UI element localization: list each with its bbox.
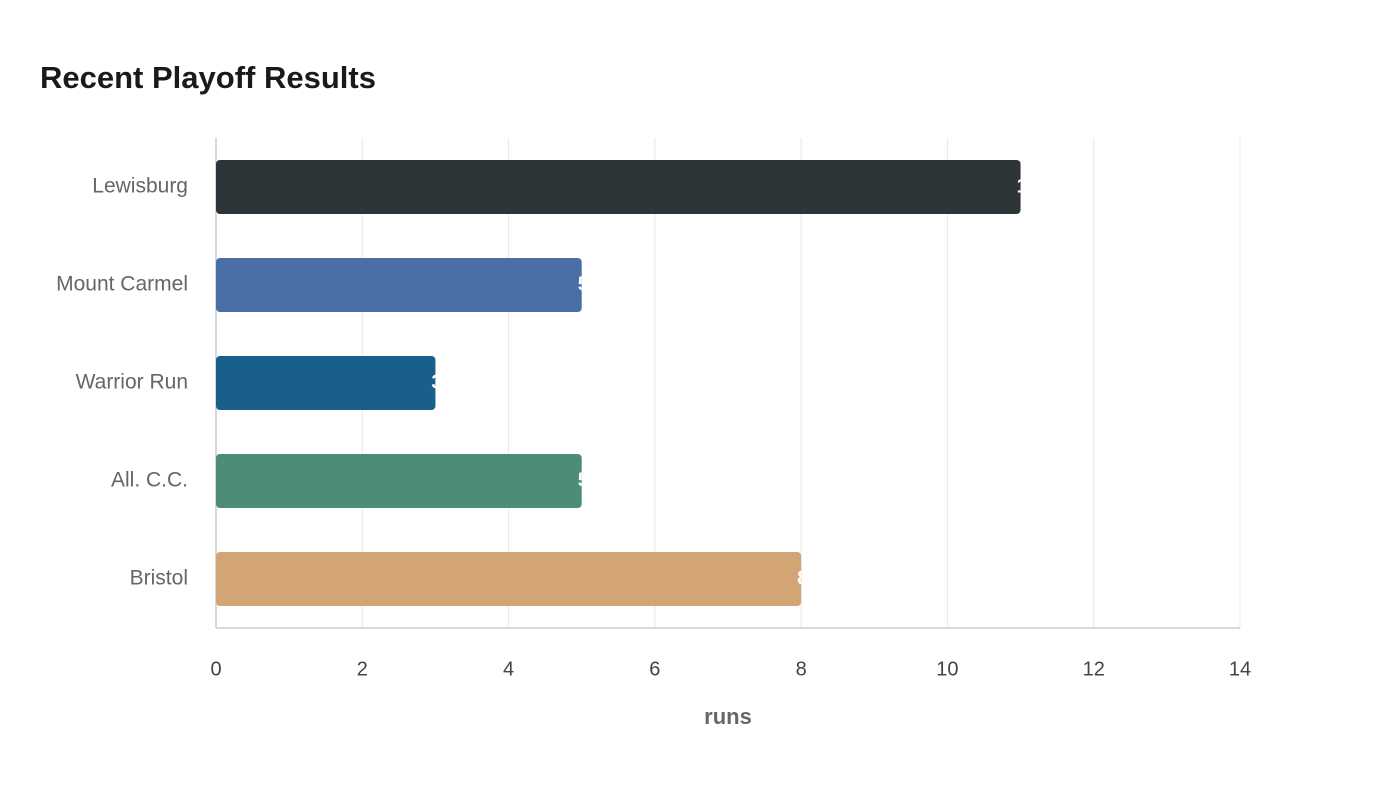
- x-tick-label: 4: [503, 658, 514, 680]
- x-tick-label: 14: [1229, 658, 1251, 680]
- bar: [216, 356, 436, 410]
- chart-title: Recent Playoff Results: [40, 60, 376, 95]
- x-axis-label: runs: [704, 704, 752, 729]
- bar: [216, 160, 1021, 214]
- x-tick-label: 0: [210, 658, 221, 680]
- bar: [216, 552, 802, 606]
- data-label: 5: [578, 469, 589, 491]
- x-tick-label: 2: [357, 658, 368, 680]
- x-tick-label: 12: [1083, 658, 1105, 680]
- bar: [216, 258, 582, 312]
- y-tick-label: Mount Carmel: [56, 273, 188, 296]
- y-tick-label: Lewisburg: [92, 175, 188, 198]
- y-tick-label: Warrior Run: [76, 371, 188, 394]
- x-tick-label: 10: [936, 658, 958, 680]
- x-tick-label: 8: [796, 658, 807, 680]
- data-label: 11: [1017, 175, 1038, 197]
- x-tick-label: 6: [649, 658, 660, 680]
- y-tick-label: All. C.C.: [111, 469, 188, 492]
- bar: [216, 454, 582, 508]
- y-tick-label: Bristol: [130, 567, 188, 590]
- data-label: 8: [797, 567, 808, 589]
- data-label: 3: [431, 371, 442, 393]
- data-label: 5: [578, 273, 589, 295]
